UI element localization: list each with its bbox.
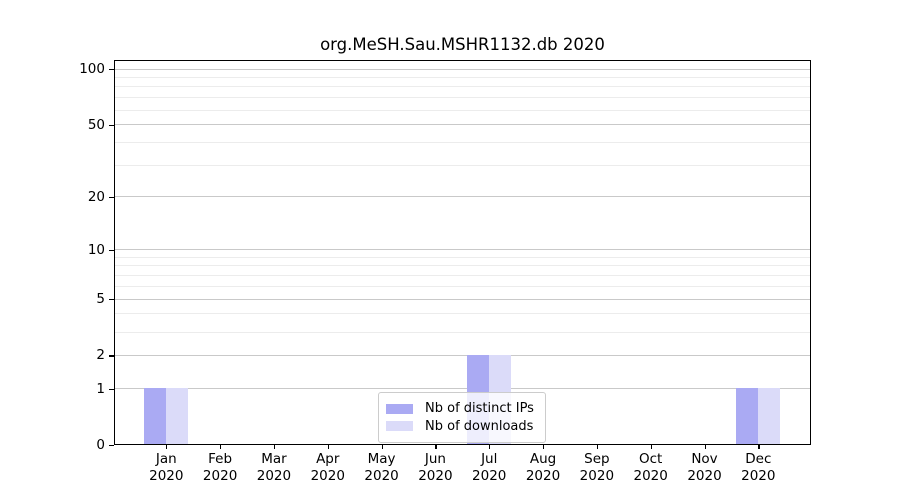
x-axis-tick-label: Dec 2020: [741, 451, 776, 484]
x-axis-tick-label: Nov 2020: [687, 451, 722, 484]
x-axis-tick-mark: [596, 445, 599, 449]
y-axis-tick-mark: [109, 445, 114, 447]
gridline-minor: [115, 265, 810, 267]
gridline-minor: [115, 97, 810, 99]
gridline-minor: [115, 313, 810, 315]
y-axis-tick-label: 20: [87, 188, 105, 205]
legend-label-distinct-ips: Nb of distinct IPs: [425, 401, 534, 416]
gridline-minor: [115, 86, 810, 88]
x-axis-tick-mark: [543, 445, 545, 449]
gridline-major: [115, 249, 810, 251]
x-axis-tick-mark: [704, 445, 706, 449]
y-axis-tick-mark: [109, 69, 114, 71]
y-axis-tick-mark: [109, 355, 114, 357]
gridline-minor: [115, 76, 810, 78]
bar-distinct-ips: [143, 387, 166, 444]
x-axis-tick-mark: [489, 445, 491, 449]
legend-entry-downloads: Nb of downloads: [386, 418, 536, 434]
x-axis-tick-mark: [273, 445, 276, 449]
y-axis-tick-mark: [109, 124, 114, 126]
y-axis-tick-label: 0: [96, 437, 105, 453]
chart-title: org.MeSH.Sau.MSHR1132.db 2020: [320, 35, 605, 54]
gridline-minor: [115, 164, 810, 166]
y-axis-tick-label: 2: [96, 347, 105, 364]
y-axis-tick-label: 5: [96, 291, 105, 308]
legend-label-downloads: Nb of downloads: [425, 418, 534, 434]
x-axis-tick-label: Mar 2020: [256, 451, 292, 484]
legend: Nb of distinct IPs Nb of downloads: [378, 392, 546, 443]
bar-downloads: [165, 387, 188, 444]
legend-swatch-distinct-ips: [386, 403, 413, 414]
x-axis-tick-mark: [758, 445, 760, 449]
gridline-minor: [115, 109, 810, 111]
gridline-major: [115, 68, 810, 70]
x-axis-tick-label: Oct 2020: [633, 451, 668, 484]
x-axis-tick-label: Sep 2020: [579, 451, 615, 484]
legend-entry-distinct-ips: Nb of distinct IPs: [386, 401, 536, 417]
y-axis-tick-label: 50: [87, 116, 105, 133]
bar-downloads: [757, 387, 780, 444]
x-axis-tick-label: Jun 2020: [418, 451, 453, 484]
gridline-minor: [115, 275, 810, 277]
y-axis-tick-label: 10: [87, 241, 105, 258]
x-axis-tick-mark: [381, 445, 383, 449]
gridline-major: [115, 196, 810, 198]
y-axis-tick-label: 1: [96, 380, 105, 397]
x-axis-tick-label: Aug 2020: [525, 451, 561, 484]
gridline-minor: [115, 141, 810, 143]
bar-distinct-ips: [735, 387, 758, 444]
gridline-minor: [115, 256, 810, 258]
x-axis-tick-mark: [166, 445, 168, 449]
x-axis-tick-mark: [435, 445, 437, 449]
x-axis-tick-mark: [220, 445, 222, 449]
x-axis-tick-label: Feb 2020: [202, 451, 238, 484]
gridline-major: [115, 298, 810, 300]
gridline-minor: [115, 331, 810, 333]
x-axis-tick-label: Jan 2020: [149, 451, 184, 484]
gridline-minor: [115, 285, 810, 287]
legend-swatch-downloads: [386, 421, 413, 431]
gridline-major: [115, 388, 810, 390]
y-axis-tick-mark: [109, 299, 114, 301]
gridline-major: [115, 124, 810, 126]
y-axis-tick-label: 100: [79, 61, 105, 77]
gridline-major: [115, 354, 810, 356]
x-axis-tick-label: Apr 2020: [310, 451, 345, 484]
x-axis-tick-label: Jul 2020: [472, 451, 507, 484]
y-axis-tick-mark: [109, 249, 114, 251]
y-axis-tick-mark: [109, 388, 114, 390]
y-axis-tick-mark: [109, 196, 114, 199]
x-axis-tick-mark: [650, 445, 652, 449]
x-axis-tick-mark: [327, 445, 329, 449]
plot-area: [114, 60, 811, 445]
x-axis-tick-label: May 2020: [364, 451, 399, 484]
